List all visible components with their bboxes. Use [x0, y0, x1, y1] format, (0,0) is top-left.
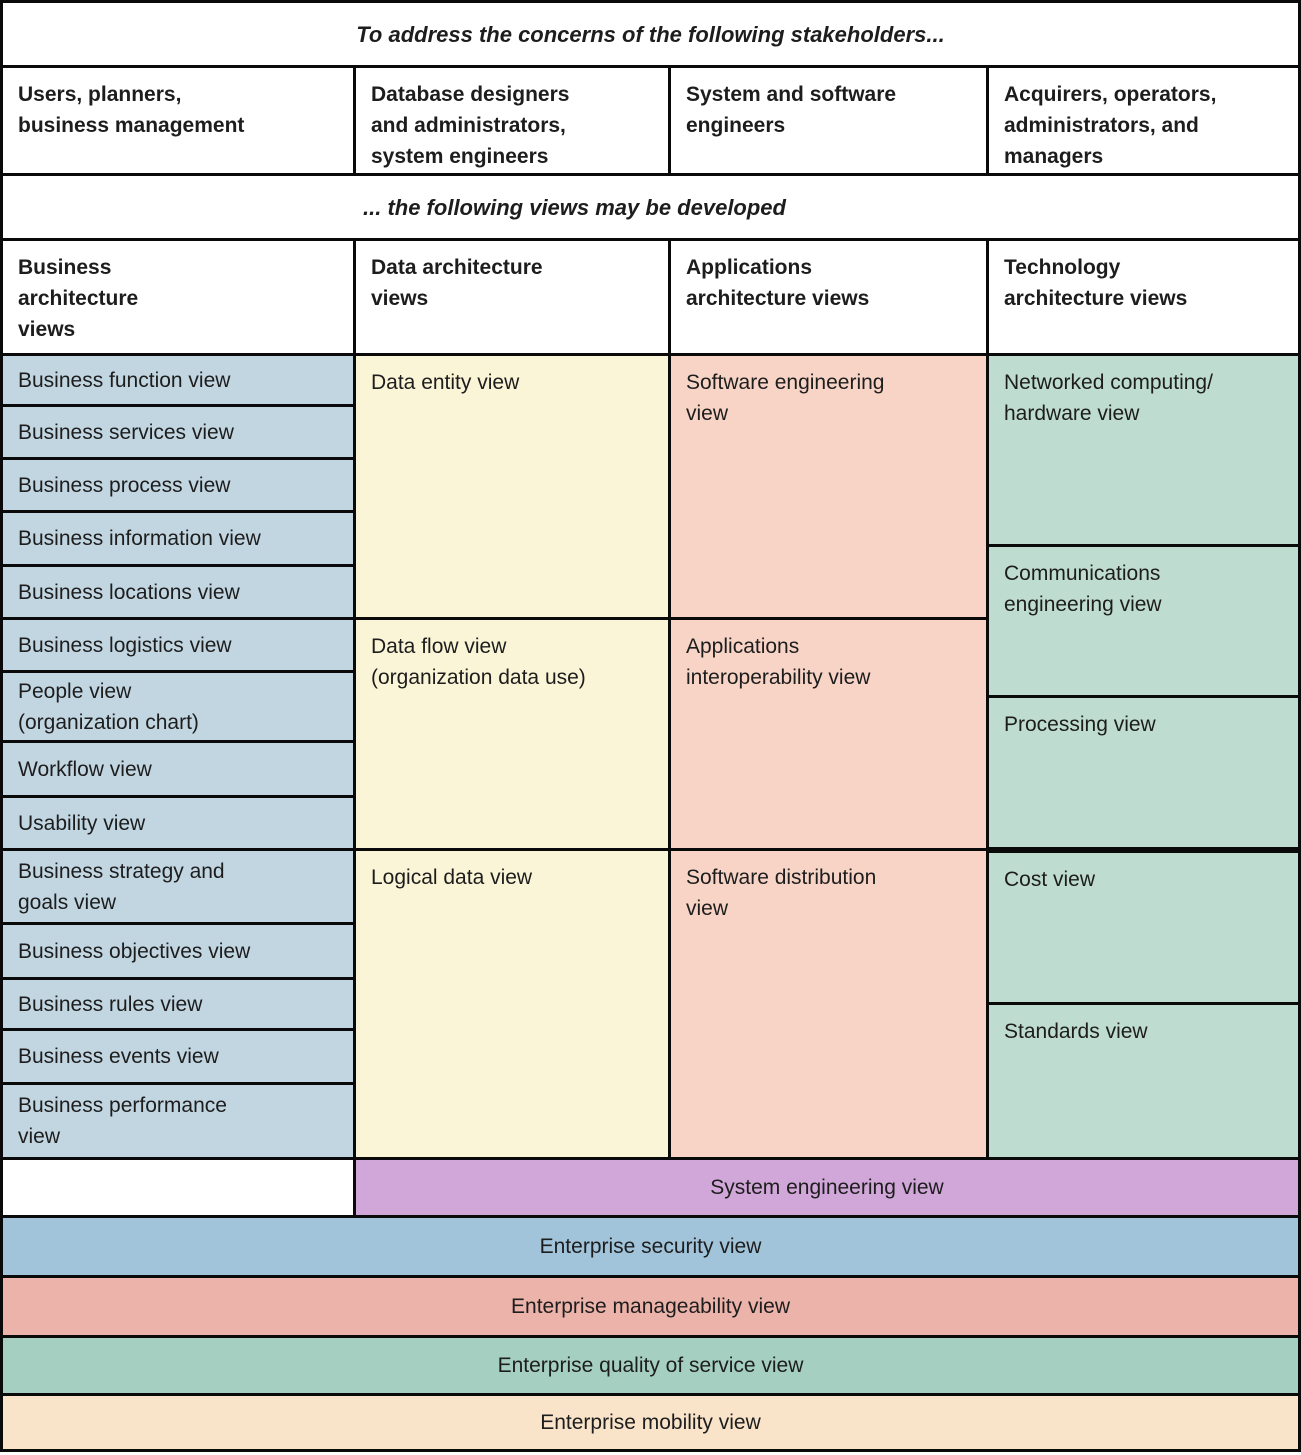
technology-view-cell-networked-computing: Networked computing/ hardware view [989, 356, 1298, 544]
data-view-cell-flow: Data flow view (organization data use) [356, 620, 668, 848]
business-view-cell-strategy-goals: Business strategy and goals view [3, 851, 353, 922]
business-view-cell-logistics: Business logistics view [3, 620, 353, 670]
business-view-cell-services: Business services view [3, 407, 353, 457]
system-engineering-view-cell: System engineering view [356, 1160, 1298, 1215]
technology-view-cell-cost: Cost view [989, 853, 1298, 1002]
enterprise-manageability-view-cell: Enterprise manageability view [3, 1278, 1298, 1335]
table-subtitle: ... the following views may be developed [3, 176, 1298, 238]
stakeholder-cell-users-planners: Users, planners, business management [3, 68, 353, 173]
table-title: To address the concerns of the following… [3, 3, 1298, 65]
business-view-cell-function: Business function view [3, 356, 353, 404]
business-view-cell-usability: Usability view [3, 798, 353, 848]
applications-view-cell-distribution: Software distribution view [671, 851, 986, 1157]
business-view-cell-workflow: Workflow view [3, 743, 353, 795]
empty-cell [3, 1160, 353, 1215]
stakeholder-cell-acquirers-operators: Acquirers, operators, administrators, an… [989, 68, 1298, 173]
business-view-cell-objectives: Business objectives view [3, 925, 353, 977]
view-header-business-architecture: Business architecture views [3, 241, 353, 353]
enterprise-security-view-cell: Enterprise security view [3, 1218, 1298, 1275]
data-view-cell-logical: Logical data view [356, 851, 668, 1157]
enterprise-mobility-view-cell: Enterprise mobility view [3, 1396, 1298, 1449]
view-header-data-architecture: Data architecture views [356, 241, 668, 353]
business-view-cell-events: Business events view [3, 1031, 353, 1082]
data-view-cell-entity: Data entity view [356, 356, 668, 617]
technology-view-cell-communications: Communications engineering view [989, 547, 1298, 695]
business-view-cell-rules: Business rules view [3, 980, 353, 1028]
business-view-cell-information: Business information view [3, 513, 353, 564]
enterprise-quality-of-service-view-cell: Enterprise quality of service view [3, 1338, 1298, 1393]
applications-view-cell-interoperability: Applications interoperability view [671, 620, 986, 848]
stakeholder-cell-database-designers: Database designers and administrators, s… [356, 68, 668, 173]
business-view-cell-locations: Business locations view [3, 567, 353, 617]
view-header-technology-architecture: Technology architecture views [989, 241, 1298, 353]
stakeholder-cell-system-software-engineers: System and software engineers [671, 68, 986, 173]
business-view-cell-process: Business process view [3, 460, 353, 510]
business-view-cell-performance: Business performance view [3, 1085, 353, 1157]
view-header-applications-architecture: Applications architecture views [671, 241, 986, 353]
technology-view-cell-standards: Standards view [989, 1005, 1298, 1157]
technology-view-cell-processing: Processing view [989, 698, 1298, 847]
applications-view-cell-software-engineering: Software engineering view [671, 356, 986, 617]
business-view-cell-people: People view (organization chart) [3, 673, 353, 740]
